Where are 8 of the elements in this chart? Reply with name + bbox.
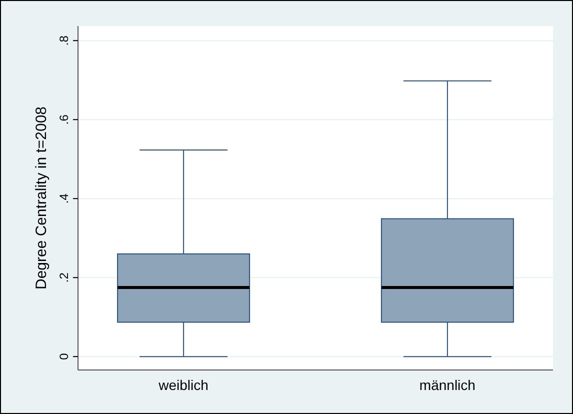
- y-tick-label: .8: [57, 35, 72, 46]
- y-axis-title: Degree Centrality in t=2008: [33, 106, 50, 290]
- y-tick-label: .6: [57, 114, 72, 125]
- y-tick-label: .2: [57, 272, 72, 283]
- y-tick-label: 0: [57, 352, 72, 360]
- x-tick-label: weiblich: [158, 377, 208, 393]
- x-tick-label: männlich: [419, 377, 476, 393]
- y-tick-label: .4: [57, 193, 72, 204]
